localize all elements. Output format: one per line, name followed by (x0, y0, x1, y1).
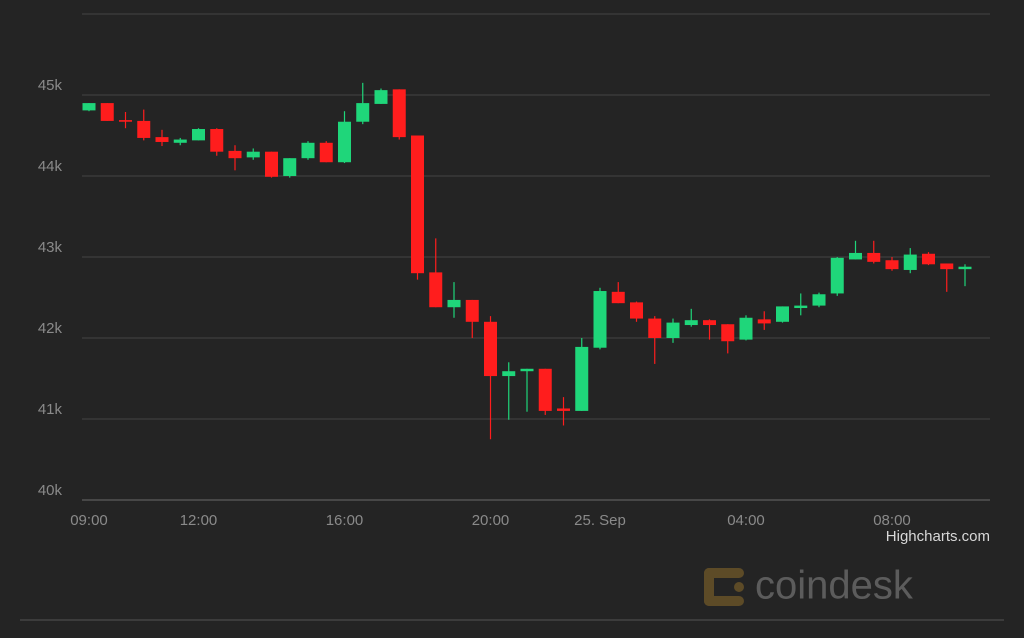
candle-body (666, 322, 680, 338)
x-tick-label: 12:00 (180, 512, 218, 529)
watermark-logo: coindesk (704, 564, 914, 608)
candle-body (849, 252, 862, 260)
credits[interactable]: Highcharts.com (886, 528, 990, 545)
candle-body (338, 121, 351, 163)
candle-body (283, 158, 297, 176)
candle-body (776, 306, 789, 322)
x-tick-label: 20:00 (472, 512, 510, 529)
candle-body (721, 324, 735, 342)
candle-body (137, 120, 151, 138)
candle-body (538, 368, 552, 411)
y-tick-label: 45k (38, 77, 63, 94)
candle-body (82, 103, 96, 111)
candle-body (210, 129, 224, 152)
candle-body (630, 302, 643, 319)
y-tick-label: 42k (38, 320, 63, 337)
candle-body (100, 103, 114, 121)
candle-body (265, 151, 278, 177)
candle-body (684, 320, 698, 326)
y-tick-label: 44k (38, 158, 63, 175)
x-tick-label: 04:00 (727, 512, 765, 529)
x-tick-label: 25. Sep (574, 512, 626, 529)
candle-body (903, 254, 917, 270)
candle-body (319, 142, 333, 163)
candle-body (757, 319, 771, 324)
candle-body (520, 368, 534, 372)
candle-body (374, 90, 388, 104)
x-tick-label: 09:00 (70, 512, 108, 529)
x-tick-label: 08:00 (873, 512, 911, 529)
candle-body (173, 139, 187, 143)
candle-body (155, 137, 169, 142)
candle-body (739, 317, 753, 340)
x-tick-label: 16:00 (326, 512, 364, 529)
candle-body (301, 142, 315, 159)
candle-body (958, 266, 972, 270)
candle-body (429, 272, 443, 308)
candle-body (119, 120, 132, 122)
y-tick-label: 41k (38, 401, 63, 418)
candle-body (484, 321, 497, 377)
candle-body (940, 263, 954, 270)
candle-body (575, 346, 589, 411)
candle-body (246, 151, 260, 158)
y-tick-label: 40k (38, 482, 63, 499)
candle-body (611, 291, 625, 304)
candle-body (794, 305, 808, 309)
candle-body (922, 253, 935, 265)
logo-icon (704, 568, 744, 606)
candle-body (703, 320, 716, 326)
candle-body (356, 103, 370, 122)
candle-body (885, 260, 899, 270)
candle-body (593, 291, 607, 348)
candle-body (557, 408, 570, 411)
candle-body (502, 371, 516, 377)
candle-body (465, 299, 479, 322)
y-tick-label: 43k (38, 239, 63, 256)
candle-body (812, 294, 826, 306)
watermark: coindesk (755, 564, 914, 608)
candle-body (411, 135, 424, 274)
candle-body (192, 129, 205, 141)
candle-body (867, 252, 881, 262)
candle-body (830, 257, 844, 294)
candle-body (447, 299, 461, 308)
candle-body (392, 89, 406, 138)
candle-body (648, 318, 662, 338)
candle-body (228, 150, 242, 159)
